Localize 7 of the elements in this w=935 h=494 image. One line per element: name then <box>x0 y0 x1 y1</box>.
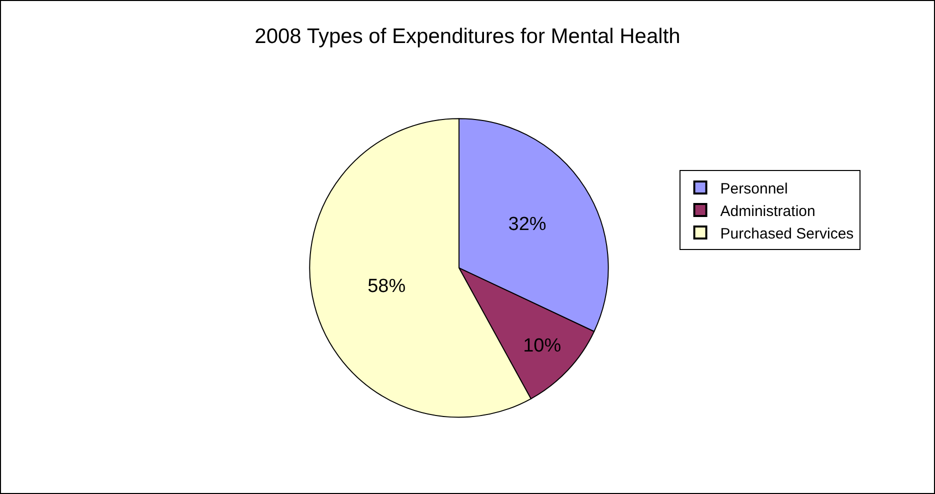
data-label: 58% <box>368 276 406 297</box>
legend-label: Administration <box>720 202 816 220</box>
chart-title: 2008 Types of Expenditures for Mental Health <box>254 24 680 48</box>
data-label: 32% <box>508 214 546 236</box>
data-label: 10% <box>523 336 562 356</box>
legend-label: Purchased Services <box>720 225 854 242</box>
legend-label: Personnel <box>720 180 788 198</box>
